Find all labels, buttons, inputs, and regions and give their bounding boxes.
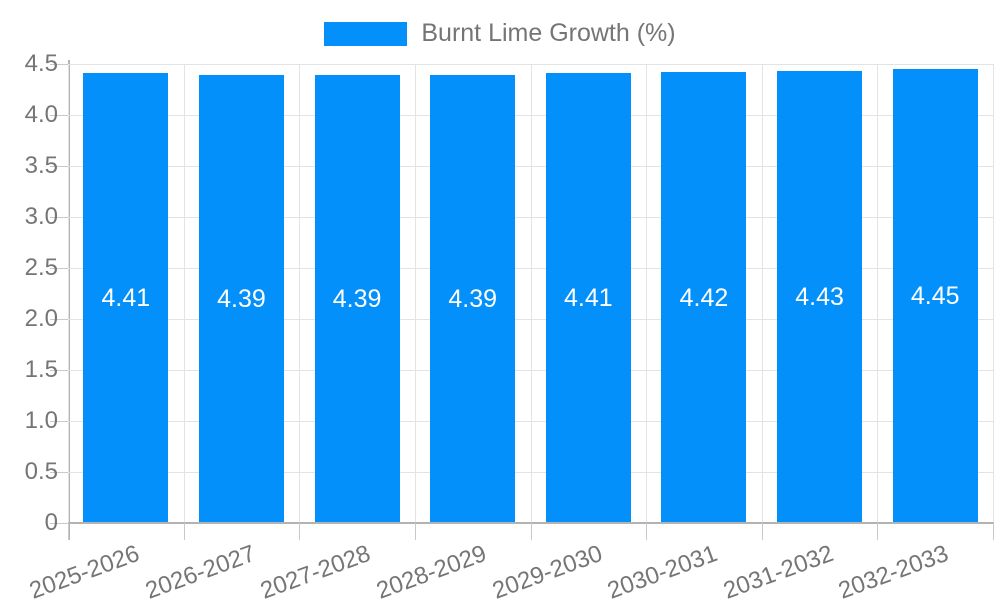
- bar-value-label: 4.39: [217, 285, 266, 314]
- y-axis-line: [68, 60, 70, 540]
- x-tick: [414, 523, 416, 540]
- y-tick: [50, 523, 68, 524]
- bar[interactable]: 4.41: [83, 73, 169, 523]
- x-tick: [299, 523, 301, 540]
- y-tick: [50, 370, 68, 371]
- x-axis-label: 2026-2027: [141, 540, 259, 600]
- bar-value-label: 4.43: [795, 283, 844, 312]
- x-gridline: [299, 64, 301, 523]
- bar-value-label: 4.42: [679, 283, 729, 312]
- x-axis-label: 2029-2030: [488, 540, 606, 600]
- x-tick: [530, 523, 532, 540]
- x-gridline: [414, 64, 416, 523]
- y-tick: [50, 64, 68, 65]
- y-tick: [50, 421, 68, 422]
- bar-value-label: 4.39: [448, 285, 498, 314]
- x-axis-label: 2028-2029: [372, 540, 490, 600]
- y-tick: [50, 472, 68, 473]
- bar[interactable]: 4.45: [892, 69, 978, 523]
- y-tick: [50, 115, 68, 116]
- y-tick: [50, 166, 68, 167]
- y-axis-label: 3.5: [24, 152, 58, 179]
- x-axis-label: 2031-2032: [719, 540, 837, 600]
- y-axis-label: 1.5: [24, 356, 58, 383]
- y-axis-label: 0: [44, 509, 58, 536]
- x-gridline: [183, 64, 185, 523]
- y-tick: [50, 319, 68, 320]
- legend[interactable]: Burnt Lime Growth (%): [0, 19, 1000, 48]
- bar-value-label: 4.45: [910, 282, 960, 311]
- x-gridline: [877, 64, 879, 523]
- x-tick: [646, 523, 648, 540]
- x-gridline: [530, 64, 532, 523]
- y-axis-label: 1.0: [24, 407, 58, 434]
- bar[interactable]: 4.39: [198, 75, 284, 523]
- y-axis-label: 4.0: [24, 101, 58, 128]
- x-tick: [183, 523, 185, 540]
- y-axis-label: 4.5: [24, 50, 58, 77]
- bar[interactable]: 4.39: [314, 75, 400, 523]
- bar[interactable]: 4.41: [545, 73, 631, 523]
- bar[interactable]: 4.42: [661, 72, 747, 523]
- x-gridline: [761, 64, 763, 523]
- bar-value-label: 4.39: [332, 285, 382, 314]
- plot-area: 4.41 4.39 4.39 4.39 4.41 4.42 4.43 4.45: [68, 64, 994, 523]
- x-axis-label: 2027-2028: [257, 540, 375, 600]
- x-gridline: [646, 64, 648, 523]
- bar[interactable]: 4.39: [430, 75, 516, 523]
- y-axis-label: 2.5: [24, 254, 58, 281]
- legend-label: Burnt Lime Growth (%): [421, 19, 676, 47]
- y-tick: [50, 268, 68, 269]
- y-axis-label: 3.0: [24, 203, 58, 230]
- x-axis-label: 2030-2031: [604, 540, 722, 600]
- y-axis-label: 0.5: [24, 458, 58, 485]
- y-axis-label: 2.0: [24, 305, 58, 332]
- x-axis-label: 2025-2026: [25, 540, 144, 600]
- bar-value-label: 4.41: [563, 284, 613, 313]
- y-tick: [50, 217, 68, 218]
- x-axis-label: 2032-2033: [835, 540, 953, 600]
- bar-value-label: 4.41: [101, 284, 151, 313]
- x-tick: [877, 523, 879, 540]
- bar[interactable]: 4.43: [777, 71, 863, 523]
- x-tick: [68, 523, 69, 540]
- legend-swatch[interactable]: [324, 21, 408, 46]
- x-gridline: [993, 64, 994, 523]
- x-tick: [761, 523, 763, 540]
- x-tick: [993, 523, 994, 540]
- x-gridline: [68, 64, 69, 523]
